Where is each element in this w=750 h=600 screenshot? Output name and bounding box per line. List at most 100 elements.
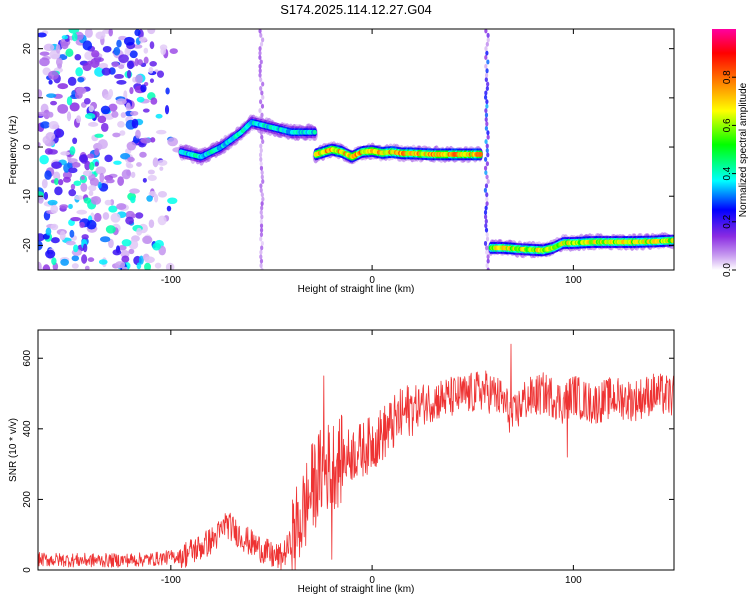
- noise-blob: [38, 195, 44, 204]
- artifact-blob: [259, 143, 263, 149]
- noise-blob: [100, 122, 109, 132]
- artifact-blob: [259, 41, 264, 47]
- noise-blob: [88, 190, 94, 197]
- noise-blob: [95, 166, 107, 175]
- artifact-blob: [259, 156, 263, 162]
- noise-blob: [120, 112, 127, 118]
- noise-blob: [81, 234, 89, 240]
- artifact-blob: [485, 143, 489, 149]
- noise-blob: [47, 149, 58, 155]
- noise-blob: [98, 62, 109, 69]
- noise-blob: [147, 169, 155, 175]
- noise-blob: [71, 161, 81, 168]
- artifact-blob: [260, 201, 264, 207]
- noise-blob: [43, 109, 51, 120]
- noise-blob: [133, 44, 143, 49]
- artifact-blob: [485, 192, 489, 198]
- noise-blob: [88, 185, 97, 192]
- noise-blob: [169, 48, 178, 55]
- artifact-blob: [484, 46, 488, 52]
- noise-blob: [76, 209, 88, 215]
- noise-blob: [116, 80, 127, 85]
- noise-blob: [76, 115, 82, 124]
- noise-blob: [66, 111, 72, 122]
- noise-blob: [40, 121, 51, 129]
- colorbar: 0.0 0.2 0.4 0.6 0.8 Normalized spectral ampl…: [712, 29, 749, 277]
- noise-blob: [157, 191, 168, 198]
- noise-blob: [48, 79, 53, 85]
- noise-blob: [134, 58, 139, 67]
- noise-blob: [39, 57, 50, 67]
- noise-blob: [97, 139, 108, 150]
- noise-blob: [144, 256, 155, 264]
- noise-blob: [108, 88, 114, 98]
- artifact-blob: [259, 236, 263, 242]
- artifact-blob: [484, 125, 489, 131]
- noise-blob: [47, 111, 54, 118]
- noise-blob: [38, 261, 42, 270]
- artifact-blob: [485, 103, 489, 109]
- noise-blob: [69, 102, 80, 112]
- noise-blob: [153, 193, 159, 203]
- snr-x-axis-label: Height of straight line (km): [298, 584, 415, 595]
- noise-blob: [43, 191, 49, 200]
- snr-panel: -100 0 100 0 200 400 600 Height of straight li…: [8, 329, 675, 595]
- artifact-blob: [259, 161, 263, 167]
- y-tick-label: -10: [22, 189, 33, 204]
- noise-blob: [82, 63, 92, 72]
- noise-blob: [108, 29, 113, 37]
- noise-blob: [45, 227, 52, 236]
- noise-blob: [60, 258, 70, 266]
- artifact-blob: [484, 108, 488, 114]
- noise-blob: [70, 217, 81, 222]
- artifact-blob: [485, 68, 489, 74]
- snr-frame: [37, 329, 675, 571]
- noise-blob: [154, 262, 162, 269]
- noise-blob: [142, 177, 147, 183]
- spectrogram-frame: [37, 28, 675, 271]
- noise-blob: [115, 261, 126, 269]
- spectrogram-y-axis-label: Frequency (Hz): [8, 116, 19, 185]
- colorbar-gradient: [712, 29, 736, 270]
- noise-blob: [99, 172, 105, 183]
- noise-blob: [57, 103, 69, 114]
- noise-blob: [53, 171, 61, 181]
- artifact-blob: [261, 37, 265, 43]
- noise-blob: [87, 121, 99, 127]
- artifact-blob: [486, 267, 490, 270]
- noise-blob: [152, 242, 161, 251]
- y-tick-label: 0: [22, 144, 33, 150]
- noise-blob: [39, 154, 49, 165]
- x-tick-label: -100: [161, 275, 181, 286]
- noise-blob: [113, 160, 122, 165]
- artifact-blob: [484, 29, 488, 34]
- noise-blob: [143, 56, 149, 64]
- artifact-blob: [261, 94, 265, 100]
- artifact-blob: [485, 232, 489, 238]
- noise-blob: [86, 219, 97, 230]
- noise-blob: [108, 238, 114, 249]
- noise-blob: [89, 177, 99, 187]
- artifact-blob: [486, 37, 490, 43]
- artifact-blob: [484, 223, 488, 229]
- artifact-blob: [484, 227, 489, 233]
- noise-blob: [125, 216, 134, 225]
- noise-blob: [69, 229, 75, 238]
- noise-blob: [93, 212, 102, 223]
- artifact-blob: [485, 249, 489, 255]
- y-tick-label: 20: [22, 43, 33, 55]
- artifact-blob: [260, 267, 264, 270]
- noise-blob: [69, 146, 76, 156]
- noise-blob: [89, 161, 95, 171]
- artifact-blob: [259, 249, 263, 255]
- noise-blob: [87, 257, 95, 262]
- noise-blob: [166, 205, 172, 212]
- noise-blob: [136, 227, 143, 236]
- noise-blob: [136, 262, 142, 270]
- noise-blob: [118, 64, 125, 70]
- artifact-blob: [483, 214, 488, 220]
- artifact-blob: [260, 205, 264, 211]
- colorbar-tick-label: 0.8: [722, 70, 733, 84]
- noise-blob: [90, 196, 102, 205]
- noise-blob: [38, 111, 47, 117]
